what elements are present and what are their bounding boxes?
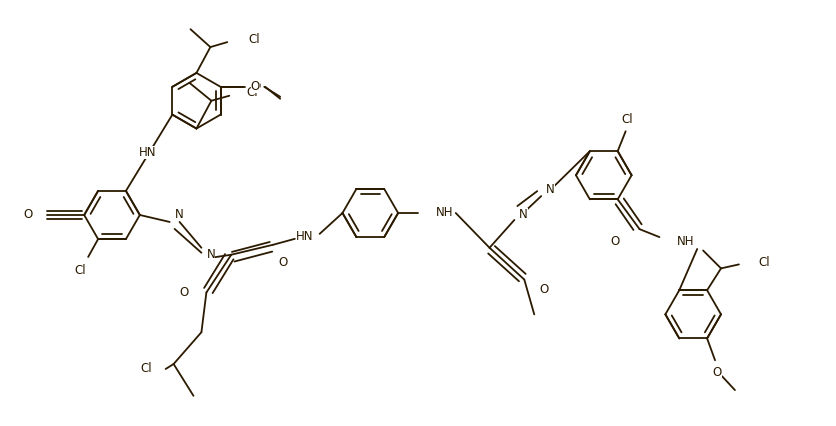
Text: O: O: [711, 366, 721, 379]
Text: N: N: [546, 183, 554, 196]
Text: NH: NH: [676, 235, 694, 248]
Text: O: O: [252, 81, 261, 93]
Text: O: O: [609, 235, 619, 248]
Text: O: O: [278, 256, 288, 269]
Text: O: O: [23, 208, 33, 222]
Text: HN: HN: [296, 230, 314, 243]
Text: NH: NH: [436, 207, 453, 219]
Text: O: O: [251, 81, 260, 93]
Text: Cl: Cl: [246, 86, 257, 99]
Text: Cl: Cl: [758, 256, 769, 269]
Text: N: N: [206, 248, 215, 261]
Text: N: N: [175, 208, 183, 222]
Text: Cl: Cl: [621, 113, 633, 126]
Text: N: N: [518, 208, 528, 222]
Text: O: O: [538, 283, 548, 296]
Text: Cl: Cl: [247, 33, 259, 46]
Text: HN: HN: [138, 146, 155, 159]
Text: Cl: Cl: [74, 265, 86, 277]
Text: Cl: Cl: [140, 363, 151, 375]
Text: O: O: [179, 286, 188, 299]
